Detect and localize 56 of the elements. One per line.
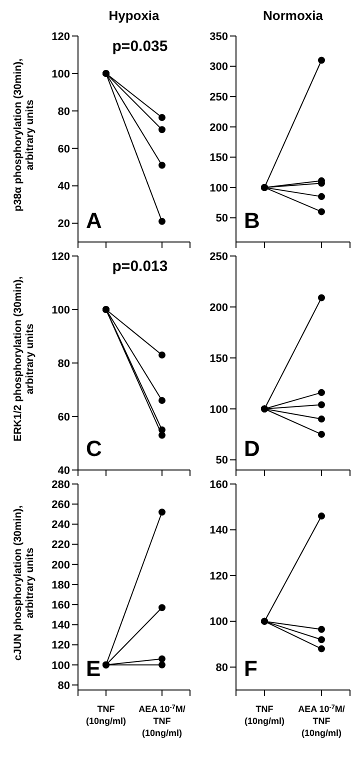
y-tick-label: 250 (210, 91, 228, 104)
y-tick-label: 200 (210, 122, 228, 134)
y-tick-label: 220 (52, 539, 70, 552)
x-tick-label: AEA 10$^{-7}$M/ TNF (10ng/ml) (138, 704, 186, 738)
y-tick-label: 180 (52, 579, 70, 592)
y-tick-label: 50 (216, 212, 228, 225)
y-tick-label: 240 (52, 519, 70, 532)
y-tick-label: 50 (216, 454, 228, 467)
y-tick-label: 120 (52, 30, 70, 43)
y-tick-label: 80 (216, 662, 228, 674)
y-tick-label: 250 (210, 250, 228, 263)
y-tick-label: 350 (210, 30, 228, 43)
y-tick-label: 100 (52, 304, 70, 316)
y-tick-label: 80 (58, 358, 70, 370)
y-tick-label: 260 (52, 499, 70, 512)
y-tick-label: 60 (58, 143, 70, 156)
y-tick-label: 20 (58, 218, 70, 230)
y-tick-label: 100 (52, 660, 70, 672)
y-tick-label: 100 (210, 404, 228, 416)
y-tick-label: 200 (52, 559, 70, 572)
x-tick-label: AEA 10$^{-7}$M/ TNF (10ng/ml) (298, 704, 346, 738)
annotation: p=0.035 (111, 38, 169, 55)
y-tick-label: 80 (58, 680, 70, 692)
y-tick-label: 150 (210, 152, 228, 164)
chart-title: Normoxia (262, 8, 324, 23)
y-tick-label: 120 (52, 640, 70, 652)
y-tick-label: 300 (210, 61, 228, 74)
annotation: C (86, 436, 102, 462)
y-tick-label: 80 (58, 106, 70, 118)
annotation: B (244, 208, 260, 234)
annotation: p=0.013 (111, 258, 169, 275)
y-tick-label: 160 (210, 478, 228, 491)
y-tick-label: 200 (210, 302, 228, 314)
y-axis-title: ERK1/2 phosphorylation (30min), arbitrary units (12, 276, 36, 442)
y-axis-title: cJUN phosphorylation (30min), arbitrary units (12, 505, 36, 661)
y-tick-label: 60 (58, 411, 70, 424)
annotation: F (244, 656, 258, 682)
y-tick-label: 120 (210, 570, 228, 582)
y-tick-label: 140 (210, 524, 228, 537)
y-tick-label: 40 (58, 464, 70, 477)
y-tick-label: 40 (58, 180, 70, 193)
x-tick-label: TNF (10ng/ml) (244, 704, 285, 726)
y-tick-label: 100 (210, 616, 228, 628)
chart-title: Hypoxia (108, 8, 160, 23)
x-tick-label: TNF (10ng/ml) (86, 704, 126, 726)
annotation: A (86, 208, 102, 234)
y-tick-label: 280 (52, 478, 70, 491)
annotation: E (86, 656, 101, 682)
y-tick-label: 100 (210, 182, 228, 194)
y-tick-label: 140 (52, 620, 70, 632)
y-tick-label: 100 (52, 68, 70, 80)
y-tick-label: 150 (210, 352, 228, 365)
y-axis-title: p38α phosphorylation (30min), arbitrary units (12, 58, 36, 212)
y-tick-label: 160 (52, 599, 70, 612)
y-tick-label: 120 (52, 250, 70, 263)
annotation: D (244, 436, 260, 462)
